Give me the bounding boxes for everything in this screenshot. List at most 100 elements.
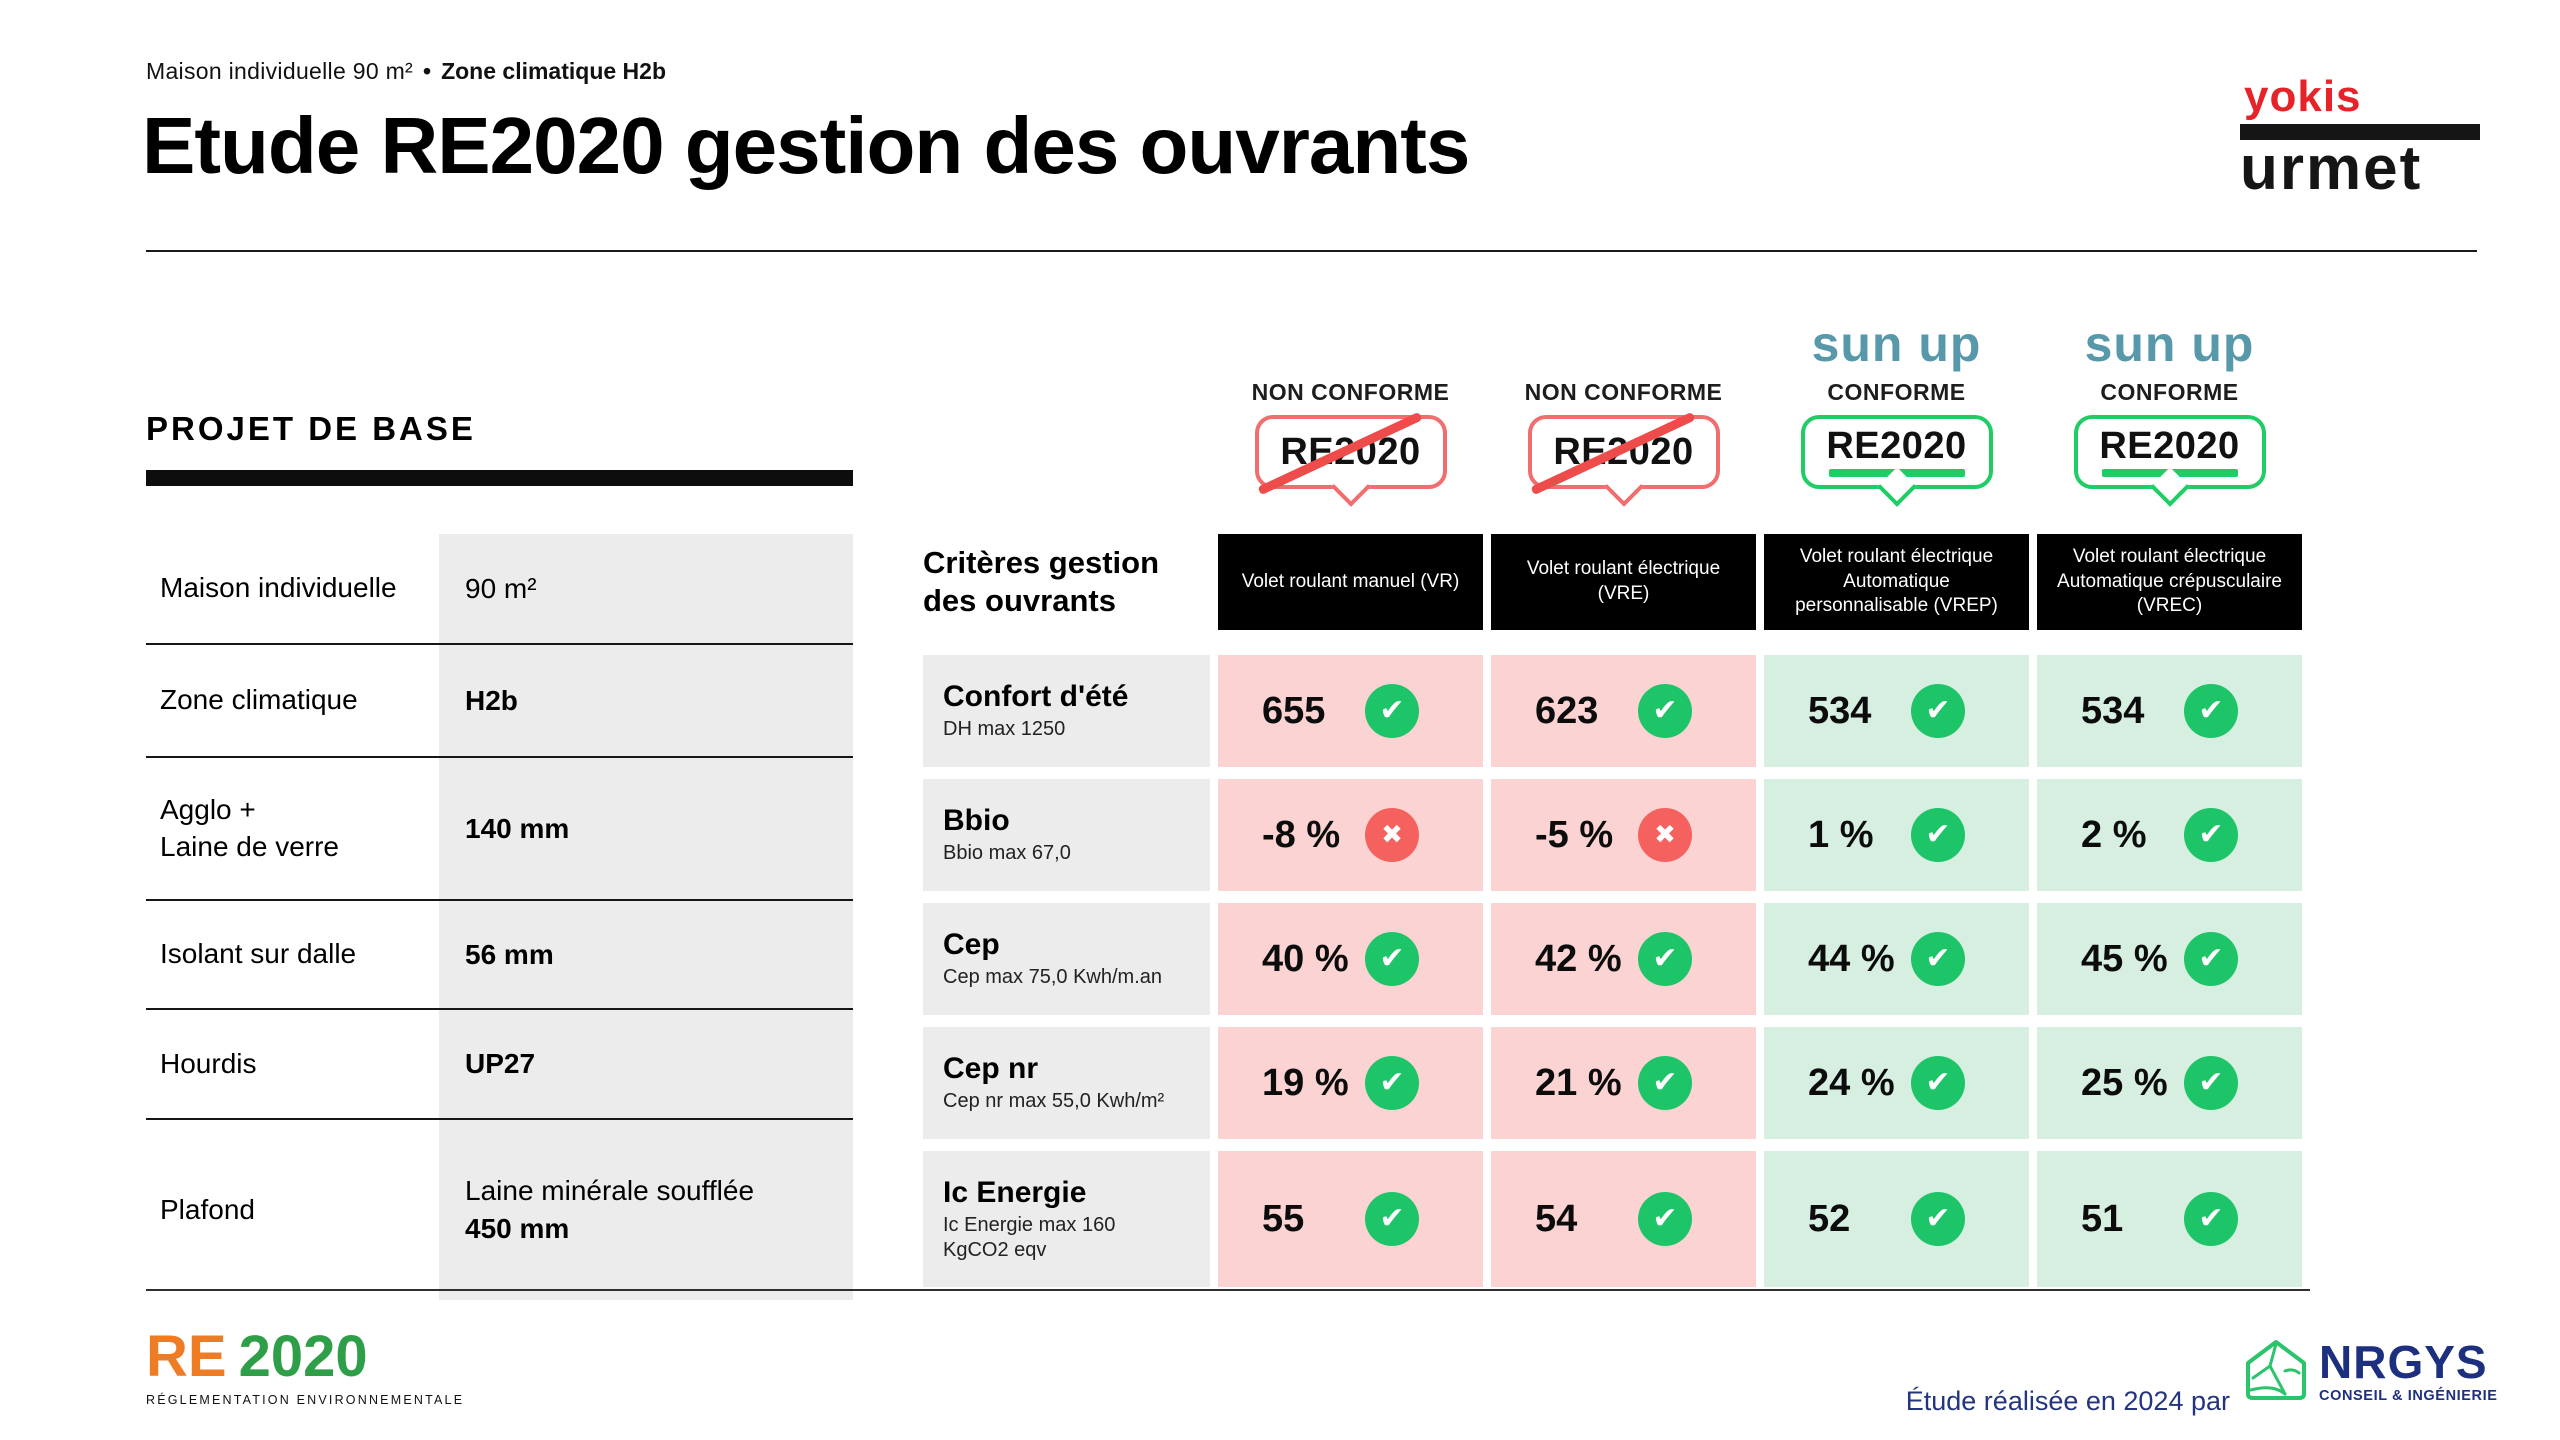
urmet-wordmark: urmet	[2240, 124, 2480, 200]
yokis-wordmark: yokis	[2244, 72, 2362, 121]
value-cell: 44 %	[1764, 903, 2029, 1015]
meta-project: Maison individuelle 90 m²	[146, 58, 414, 84]
column-top-vre: NON CONFORME RE2020	[1491, 315, 1756, 534]
re2020-logo: RE 2020 RÉGLEMENTATION ENVIRONNEMENTALE	[146, 1328, 464, 1408]
conformity-label: CONFORME	[2100, 379, 2239, 405]
table-row: Plafond Laine minérale soufflée 450 mm	[146, 1120, 853, 1300]
value-cell: 42 %	[1491, 903, 1756, 1015]
meta-zone: Zone climatique H2b	[441, 58, 667, 84]
table-row: Maison individuelle 90 m²	[146, 534, 853, 645]
value-cell: -8 %	[1218, 779, 1483, 891]
re2020-badge: RE2020	[1254, 412, 1447, 507]
check-icon	[2184, 1056, 2238, 1110]
row-label: Maison individuelle	[160, 572, 397, 604]
value-cell: 24 %	[1764, 1027, 2029, 1139]
criteria-ic-energie: Ic Energie Ic Energie max 160 KgCO2 eqv	[923, 1151, 1210, 1287]
row-label: Agglo +	[160, 794, 256, 826]
table-row: Zone climatique H2b	[146, 645, 853, 758]
table-row: Isolant sur dalle 56 mm	[146, 901, 853, 1010]
check-icon	[1911, 932, 1965, 986]
meta-bullet: •	[423, 58, 432, 84]
value-cell: 51	[2037, 1151, 2302, 1287]
re2020-badge: RE2020	[2073, 415, 2266, 507]
row-value: 140 mm	[465, 812, 570, 844]
meta-line: Maison individuelle 90 m² • Zone climatiqu…	[146, 58, 666, 85]
check-icon	[2184, 684, 2238, 738]
header-divider	[146, 250, 2477, 252]
projet-de-base-heading: PROJET DE BASE	[146, 410, 476, 447]
value-cell: 21 %	[1491, 1027, 1756, 1139]
nrgys-wordmark: NRGYS	[2319, 1335, 2488, 1388]
value-cell: 52	[1764, 1151, 2029, 1287]
conformity-label: CONFORME	[1827, 379, 1966, 405]
check-icon	[1365, 1192, 1419, 1246]
check-icon	[2184, 932, 2238, 986]
row-label: Zone climatique	[160, 684, 358, 716]
projet-table: Maison individuelle 90 m² Zone climatiqu…	[146, 534, 853, 1300]
value-cell: 45 %	[2037, 903, 2302, 1015]
re2020-logo-re: RE	[146, 1324, 227, 1389]
criteria-heading: Critères gestion des ouvrants	[923, 545, 1160, 618]
check-icon	[2184, 808, 2238, 862]
column-header-vr: Volet roulant manuel (VR)	[1218, 534, 1483, 630]
check-icon	[1638, 932, 1692, 986]
value-cell: -5 %	[1491, 779, 1756, 891]
column-top-vrep: sun up CONFORME RE2020	[1764, 315, 2029, 534]
comparison-table: NON CONFORME RE2020 NON CONFORME RE2020 …	[923, 315, 2322, 1295]
column-header-vrec: Volet roulant électrique Automatique cré…	[2037, 534, 2302, 630]
sunup-logo	[1491, 315, 1756, 373]
nrgys-house-icon	[2246, 1340, 2306, 1400]
value-cell: 2 %	[2037, 779, 2302, 891]
row-value: 56 mm	[465, 938, 554, 970]
check-icon	[1365, 932, 1419, 986]
value-cell: 19 %	[1218, 1027, 1483, 1139]
sunup-logo	[1218, 315, 1483, 373]
row-value: UP27	[465, 1048, 536, 1080]
conformity-label: NON CONFORME	[1251, 379, 1450, 405]
value-cell: 655	[1218, 655, 1483, 767]
sunup-logo: sun up	[2084, 316, 2255, 372]
nrgys-logo: NRGYS CONSEIL & INGÉNIERIE	[2243, 1338, 2498, 1404]
check-icon	[1911, 808, 1965, 862]
check-icon	[1365, 684, 1419, 738]
re2020-badge: RE2020	[1800, 415, 1993, 507]
value-cell: 623	[1491, 655, 1756, 767]
column-top-vr: NON CONFORME RE2020	[1218, 315, 1483, 534]
re2020-logo-year: 2020	[238, 1324, 368, 1389]
row-label: Hourdis	[160, 1047, 257, 1079]
conformity-label: NON CONFORME	[1524, 379, 1723, 405]
value-cell: 534	[2037, 655, 2302, 767]
row-value: 90 m²	[465, 572, 537, 604]
sunup-logo: sun up	[1811, 316, 1982, 372]
value-cell: 1 %	[1764, 779, 2029, 891]
column-header-vre: Volet roulant électrique (VRE)	[1491, 534, 1756, 630]
row-value: Laine minérale soufflée	[465, 1175, 755, 1207]
table-row: Hourdis UP27	[146, 1010, 853, 1120]
check-icon	[1911, 1192, 1965, 1246]
check-icon	[1638, 1192, 1692, 1246]
value-cell: 25 %	[2037, 1027, 2302, 1139]
check-icon	[1911, 1056, 1965, 1110]
row-label: Isolant sur dalle	[160, 938, 357, 970]
column-header-vrep: Volet roulant électrique Automatique per…	[1764, 534, 2029, 630]
value-cell: 55	[1218, 1151, 1483, 1287]
bottom-divider	[146, 1289, 2310, 1291]
criteria-cep-nr: Cep nr Cep nr max 55,0 Kwh/m²	[923, 1027, 1210, 1139]
credit-text: Étude réalisée en 2024 par	[1905, 1386, 2230, 1416]
check-icon	[2184, 1192, 2238, 1246]
cross-icon	[1638, 808, 1692, 862]
yokis-urmet-logo: yokis urmet	[2240, 72, 2480, 200]
heading-underline-bar	[146, 470, 853, 486]
value-cell: 40 %	[1218, 903, 1483, 1015]
row-value: H2b	[465, 684, 518, 716]
page-title: Etude RE2020 gestion des ouvrants	[142, 101, 1470, 190]
cross-icon	[1365, 808, 1419, 862]
check-icon	[1638, 1056, 1692, 1110]
re2020-badge: RE2020	[1527, 412, 1720, 507]
value-cell: 54	[1491, 1151, 1756, 1287]
criteria-confort-ete: Confort d'été DH max 1250	[923, 655, 1210, 767]
column-top-vrec: sun up CONFORME RE2020	[2037, 315, 2302, 534]
criteria-bbio: Bbio Bbio max 67,0	[923, 779, 1210, 891]
table-row: Agglo + Laine de verre 140 mm	[146, 758, 853, 901]
